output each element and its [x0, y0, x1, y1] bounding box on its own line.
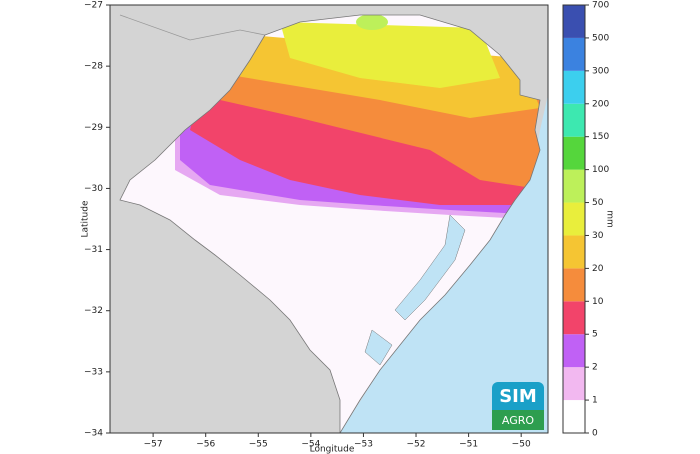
- lagoon: [364, 329, 393, 366]
- band-7: [356, 15, 388, 30]
- colorbar-band: [563, 37, 585, 71]
- colorbar-band: [563, 70, 585, 104]
- band-6: [280, 22, 500, 88]
- colorbar-tick-label: 1: [592, 396, 598, 406]
- colorbar-band: [563, 367, 585, 401]
- y-tick-label: −32: [84, 306, 103, 316]
- colorbar-tick-label: 0: [592, 429, 598, 439]
- map-area: [110, 5, 548, 433]
- colorbar-tick-label: 150: [592, 132, 609, 142]
- x-tick-label: −56: [196, 440, 215, 450]
- colorbar-band: [563, 301, 585, 335]
- map-frame: [109, 4, 549, 434]
- colorbar-label: mm: [605, 210, 615, 228]
- y-tick-label: −30: [84, 184, 103, 194]
- x-tick-label: −51: [459, 440, 478, 450]
- colorbar-frame: [562, 4, 586, 434]
- lagoon: [394, 214, 466, 321]
- colorbar-tick-label: 10: [592, 297, 604, 307]
- y-axis-label: Latitude: [81, 200, 91, 238]
- colorbar-tick-label: 200: [592, 99, 609, 109]
- colorbar-band: [563, 169, 585, 203]
- colorbar-band: [563, 268, 585, 302]
- border: [119, 14, 266, 41]
- colorbar-tick-label: 50: [592, 198, 604, 208]
- y-tick-label: −28: [84, 62, 103, 72]
- colorbar-tick-label: 300: [592, 66, 609, 76]
- logo-top: SIM: [499, 386, 537, 407]
- x-tick-label: −55: [249, 440, 268, 450]
- logo: SIM AGRO: [492, 382, 544, 430]
- ocean: [340, 95, 548, 433]
- x-tick-label: −53: [354, 440, 373, 450]
- colorbar-band: [563, 334, 585, 368]
- colorbar-tick-label: 20: [592, 264, 604, 274]
- colorbar-band: [563, 103, 585, 137]
- x-tick-label: −52: [407, 440, 426, 450]
- y-tick-label: −27: [84, 1, 103, 11]
- colorbar-band: [563, 202, 585, 236]
- logo-band: [492, 410, 544, 430]
- x-tick-label: −54: [301, 440, 320, 450]
- colorbar-tick-label: 100: [592, 165, 609, 175]
- x-tick-label: −50: [512, 440, 531, 450]
- colorbar-band: [563, 400, 585, 433]
- colorbar-tick-label: 2: [592, 363, 598, 373]
- colorbar-band: [563, 136, 585, 170]
- colorbar-tick-label: 500: [592, 33, 609, 43]
- y-tick-label: −29: [84, 123, 103, 133]
- x-axis-label: Longitude: [310, 445, 355, 454]
- colorbar-band: [563, 5, 585, 38]
- y-tick-label: −33: [84, 367, 103, 377]
- logo-bottom: AGRO: [502, 414, 534, 427]
- colorbar-tick-label: 700: [592, 1, 609, 11]
- colorbar-tick-label: 30: [592, 231, 604, 241]
- colorbar-band: [563, 235, 585, 269]
- y-tick-label: −34: [84, 429, 103, 439]
- x-tick-label: −57: [144, 440, 163, 450]
- colorbar-tick-label: 5: [592, 330, 598, 340]
- y-tick-label: −31: [84, 245, 103, 255]
- state-outline: [119, 14, 541, 433]
